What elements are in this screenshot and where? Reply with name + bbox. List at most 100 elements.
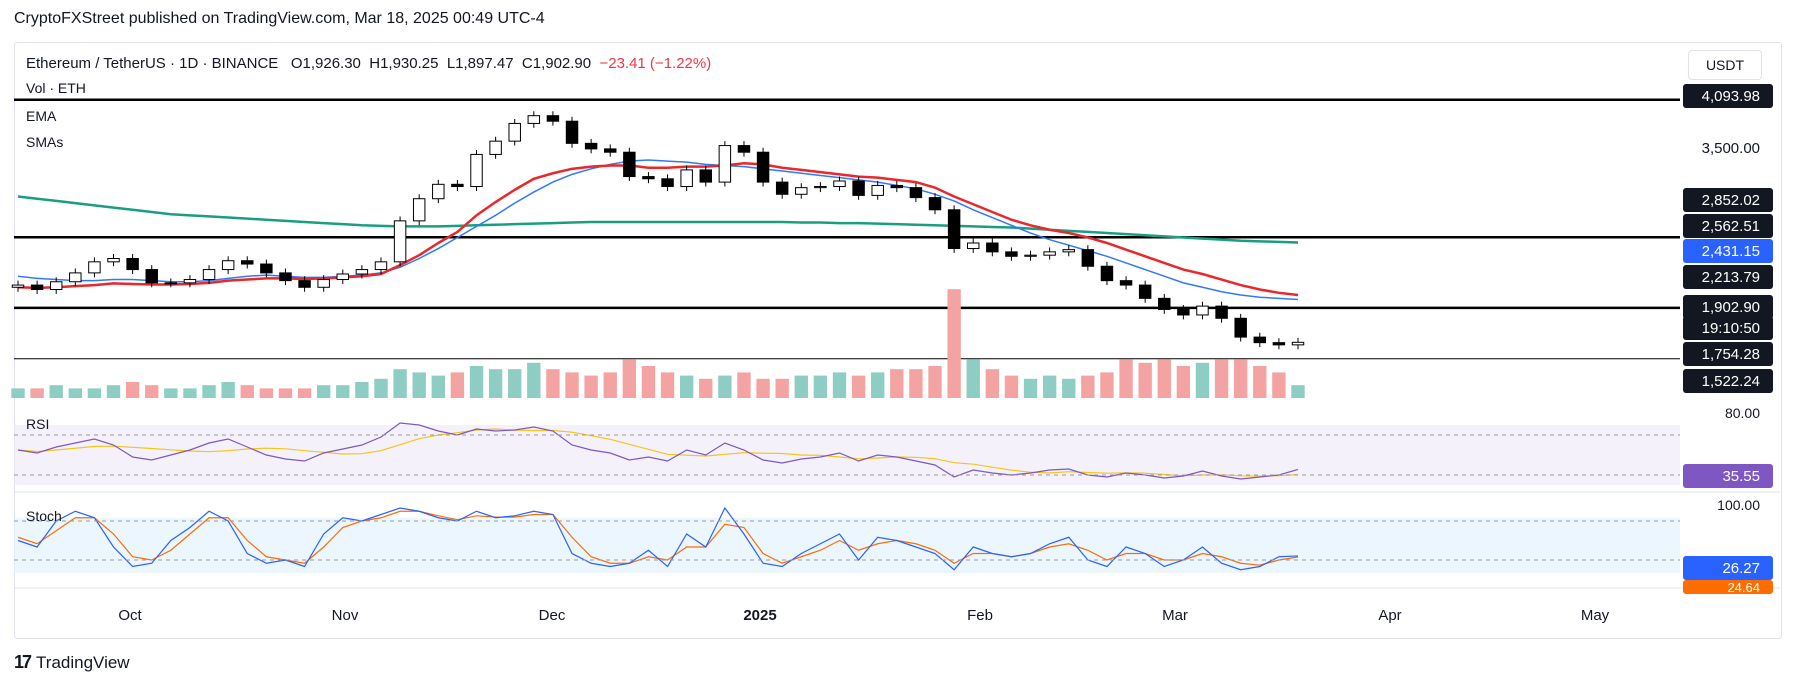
candle-body (1062, 249, 1075, 253)
price-axis-label: 1,754.28 (1702, 346, 1760, 363)
candle-body (1253, 336, 1267, 344)
volume-bar (450, 372, 465, 398)
candle-body (795, 187, 808, 195)
volume-bar (49, 385, 63, 398)
candle-body (928, 197, 942, 211)
stoch-d-label: 24.64 (1727, 580, 1760, 595)
candle-body (737, 145, 751, 153)
volume-bar (316, 385, 331, 398)
ema-line (17, 162, 1299, 297)
stoch-band (14, 518, 1680, 573)
volume-bar (1100, 372, 1114, 398)
price-axis-label: 2,562.51 (1702, 218, 1760, 235)
volume-bar (1234, 359, 1248, 398)
symbol-name[interactable]: Ethereum / TetherUS · 1D · BINANCE (26, 55, 279, 72)
candle-body (1119, 280, 1133, 286)
brand-name: TradingView (36, 652, 130, 672)
candle-body (1291, 341, 1305, 346)
volume-legend[interactable]: Vol · ETH (26, 80, 86, 96)
candle-body (107, 258, 120, 263)
ohlc-open: O1,926.30 (290, 55, 361, 72)
smas-legend[interactable]: SMAs (26, 134, 64, 150)
time-axis-label: Oct (118, 607, 142, 624)
candle-body (69, 272, 82, 283)
tradingview-logo-icon: 17 (14, 652, 32, 672)
price-axis-label: 19:10:50 (1702, 320, 1760, 337)
candle-body (1158, 297, 1171, 310)
candle-body (260, 263, 273, 274)
volume-bar (928, 366, 942, 398)
tradingview-brand[interactable]: 17 TradingView (14, 652, 130, 673)
volume-bar (145, 385, 159, 398)
price-label-box (1683, 214, 1773, 238)
rsi-axis-label: 80.00 (1725, 405, 1760, 421)
price-label-box (1683, 369, 1773, 393)
candle-body (1272, 342, 1286, 346)
price-axis-label: 2,213.79 (1702, 269, 1760, 286)
candle-body (546, 115, 560, 122)
stoch-legend[interactable]: Stoch (26, 508, 62, 524)
candle-body (966, 242, 980, 250)
volume-bar (1214, 359, 1229, 398)
volume-bar (527, 362, 541, 398)
stoch-k-label: 26.27 (1722, 560, 1760, 577)
volume-bar (106, 385, 121, 398)
time-axis-label: Feb (967, 607, 993, 624)
ohlc-low: L1,897.47 (446, 55, 514, 72)
candle-body (374, 261, 388, 271)
volume-bar (737, 372, 751, 398)
candle-body (317, 279, 330, 288)
volume-bar (30, 388, 44, 398)
volume-bar (775, 378, 789, 398)
candle-body (412, 198, 426, 222)
candle-body (1081, 249, 1095, 267)
volume-bar (336, 385, 350, 398)
candle-body (336, 273, 350, 281)
candle-body (775, 181, 789, 195)
rsi-legend[interactable]: RSI (26, 416, 50, 432)
volume-bar (603, 372, 617, 398)
candle-body (11, 284, 25, 288)
price-label-box (1683, 188, 1773, 212)
volume-bar (565, 372, 579, 398)
volume-bar (832, 372, 847, 398)
volume-bar (756, 378, 770, 398)
price-label-box (1683, 316, 1773, 340)
candle-body (890, 184, 904, 189)
candle-body (470, 153, 483, 188)
volume-bar (355, 382, 369, 398)
candle-body (164, 282, 178, 285)
candle-body (88, 261, 101, 274)
volume-bar (546, 369, 560, 398)
candle-body (718, 145, 732, 183)
volume-bar (1081, 375, 1095, 398)
volume-bar (488, 369, 503, 398)
candle-body (604, 148, 617, 153)
volume-bar (297, 388, 312, 398)
volume-bar (412, 372, 426, 398)
price-label-box (1683, 342, 1773, 366)
volume-bar (1176, 366, 1191, 398)
candle-body (909, 187, 923, 199)
currency-button[interactable]: USDT (1688, 50, 1762, 80)
candle-body (489, 140, 502, 155)
candle-body (871, 184, 884, 196)
volume-bar (909, 369, 923, 398)
volume-bar (851, 375, 866, 398)
volume-bar (508, 369, 522, 398)
volume-bar (871, 372, 885, 398)
stoch-k-line (17, 506, 1299, 571)
volume-bar (125, 382, 140, 398)
time-axis-label: May (1581, 607, 1610, 624)
candle-body (202, 269, 216, 281)
ema-legend[interactable]: EMA (26, 108, 57, 124)
candle-body (126, 258, 139, 271)
volume-bar (1004, 375, 1019, 398)
ohlc-close: C1,902.90 (521, 55, 592, 72)
symbol-header: Ethereum / TetherUS · 1D · BINANCE O1,92… (26, 55, 711, 72)
candle-body (1100, 265, 1114, 282)
volume-bar (259, 388, 274, 398)
candle-body (49, 281, 63, 290)
candle-body (1196, 305, 1209, 316)
